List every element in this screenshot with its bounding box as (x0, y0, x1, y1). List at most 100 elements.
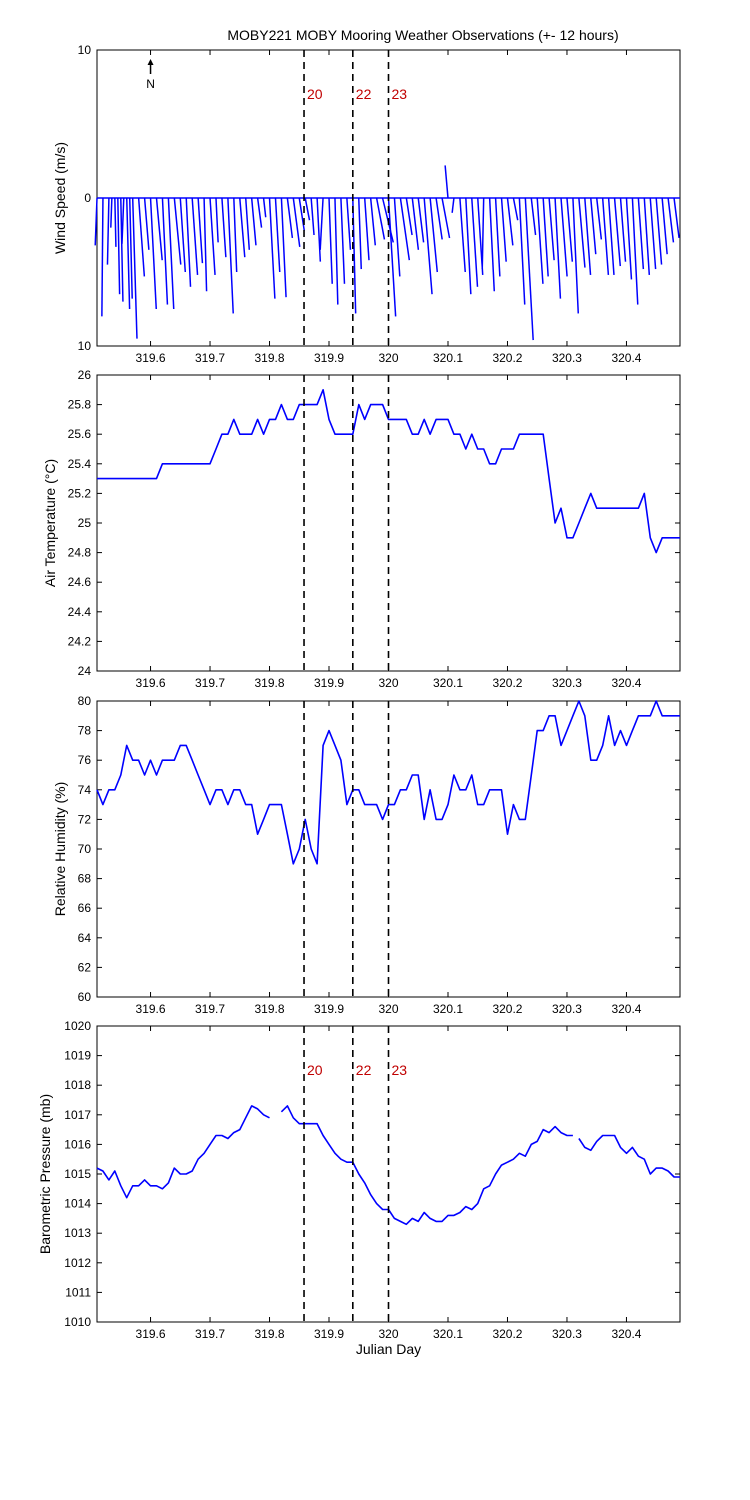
x-tick-label: 319.6 (136, 351, 166, 365)
wind-stick (405, 197, 413, 236)
wind-stick (131, 197, 138, 339)
wind-stick (572, 197, 580, 314)
wind-stick (459, 197, 466, 273)
wind-stick (114, 197, 117, 247)
event-marker-label: 23 (392, 1062, 408, 1078)
wind-stick (319, 197, 324, 250)
x-tick-label: 319.6 (136, 1327, 166, 1341)
x-tick-label: 320.3 (552, 1002, 582, 1016)
wind-stick (590, 197, 597, 255)
y-tick-label: 1018 (64, 1078, 91, 1092)
x-tick-label: 320.3 (552, 351, 582, 365)
wind-stick (316, 197, 322, 262)
wind-stick (369, 197, 377, 246)
wind-stick (346, 197, 352, 250)
wind-stick (286, 197, 294, 239)
y-tick-label: 64 (78, 931, 92, 945)
panel-2: 319.6 319.7 319.8 319.9 320 320.1 320.2 320.3 32… (42, 368, 681, 690)
wind-stick (488, 197, 496, 292)
y-tick-label: 1014 (64, 1197, 91, 1211)
x-tick-label: 319.7 (195, 351, 225, 365)
y-tick-label: 24.4 (68, 605, 92, 619)
wind-stick (393, 197, 401, 277)
wind-stick (435, 197, 443, 240)
series-line (280, 1105, 573, 1226)
y-tick-label: 72 (78, 812, 92, 826)
wind-stick (280, 197, 287, 298)
y-tick-label: 66 (78, 901, 92, 915)
x-axis-label: Julian Day (356, 1341, 421, 1357)
wind-stick (595, 197, 603, 240)
wind-stick (334, 197, 339, 305)
wind-stick (619, 197, 627, 262)
wind-stick (423, 197, 433, 295)
x-tick-label: 319.6 (136, 676, 166, 690)
series-line (96, 1105, 270, 1199)
series-line (97, 388, 680, 554)
x-tick-label: 320.2 (492, 1002, 522, 1016)
wind-stick (637, 197, 645, 270)
wind-stick (465, 197, 472, 295)
wind-stick (125, 197, 131, 310)
y-tick-label: 78 (78, 724, 92, 738)
chart-panels: 319.6 319.7 319.8 319.9 320 320.1 320.2 320.3 32… (37, 43, 681, 1357)
x-tick-label: 319.6 (136, 1002, 166, 1016)
y-tick-label: 1013 (64, 1226, 91, 1240)
wind-stick (244, 197, 251, 250)
y-tick-label: 1010 (64, 1315, 91, 1329)
wind-stick (155, 197, 163, 261)
wind-stick (417, 197, 425, 243)
wind-stick (221, 197, 227, 258)
wind-stick (143, 197, 150, 250)
y-tick-label: 24.8 (68, 546, 92, 560)
y-tick-label: 1019 (64, 1049, 91, 1063)
wind-stick (352, 197, 357, 314)
y-tick-label: 25 (78, 516, 92, 530)
wind-stick (649, 197, 657, 270)
x-tick-label: 319.9 (314, 1002, 344, 1016)
y-tick-label: 1016 (64, 1137, 91, 1151)
wind-stick (203, 197, 208, 292)
x-tick-label: 320.1 (433, 1002, 463, 1016)
y-tick-label: 26 (78, 368, 92, 382)
wind-stick (161, 197, 169, 305)
y-tick-label: 80 (78, 694, 92, 708)
wind-stick (518, 197, 526, 305)
x-tick-label: 320.4 (611, 676, 641, 690)
panel-4: 319.6 319.7 319.8 319.9 320 320.1 320.2 320.3 32… (37, 1019, 681, 1357)
wind-stick (512, 197, 519, 221)
wind-stick (554, 197, 562, 299)
y-tick-label: 0 (84, 191, 91, 205)
wind-stick (106, 197, 110, 265)
x-tick-label: 319.8 (255, 1002, 285, 1016)
y-tick-label: 74 (78, 783, 92, 797)
figure-title: MOBY221 MOBY Mooring Weather Observation… (227, 27, 618, 43)
event-marker-label: 22 (356, 1062, 372, 1078)
y-tick-label: 25.4 (68, 457, 92, 471)
wind-stick (613, 197, 622, 267)
wind-stick (625, 197, 633, 280)
y-tick-label: 25.2 (68, 486, 92, 500)
x-tick-label: 320 (378, 1327, 398, 1341)
wind-stick (233, 197, 238, 273)
y-tick-label: 70 (78, 842, 92, 856)
wind-stick (500, 197, 507, 262)
y-tick-label: 10 (78, 339, 92, 353)
event-marker-label: 22 (356, 86, 372, 102)
wind-stick (494, 197, 501, 277)
wind-stick (536, 197, 544, 284)
event-marker-label: 23 (392, 86, 408, 102)
wind-stick (262, 197, 267, 218)
y-axis-label: Wind Speed (m/s) (52, 142, 68, 254)
y-axis-label: Air Temperature (°C) (42, 459, 58, 587)
wind-stick (560, 197, 568, 277)
wind-stick (481, 197, 485, 270)
wind-stick (451, 197, 455, 213)
x-tick-label: 319.7 (195, 1327, 225, 1341)
y-tick-label: 68 (78, 872, 92, 886)
x-tick-label: 320 (378, 676, 398, 690)
wind-stick (358, 197, 363, 270)
y-tick-label: 76 (78, 753, 92, 767)
y-tick-label: 60 (78, 990, 92, 1004)
wind-stick (667, 197, 675, 243)
